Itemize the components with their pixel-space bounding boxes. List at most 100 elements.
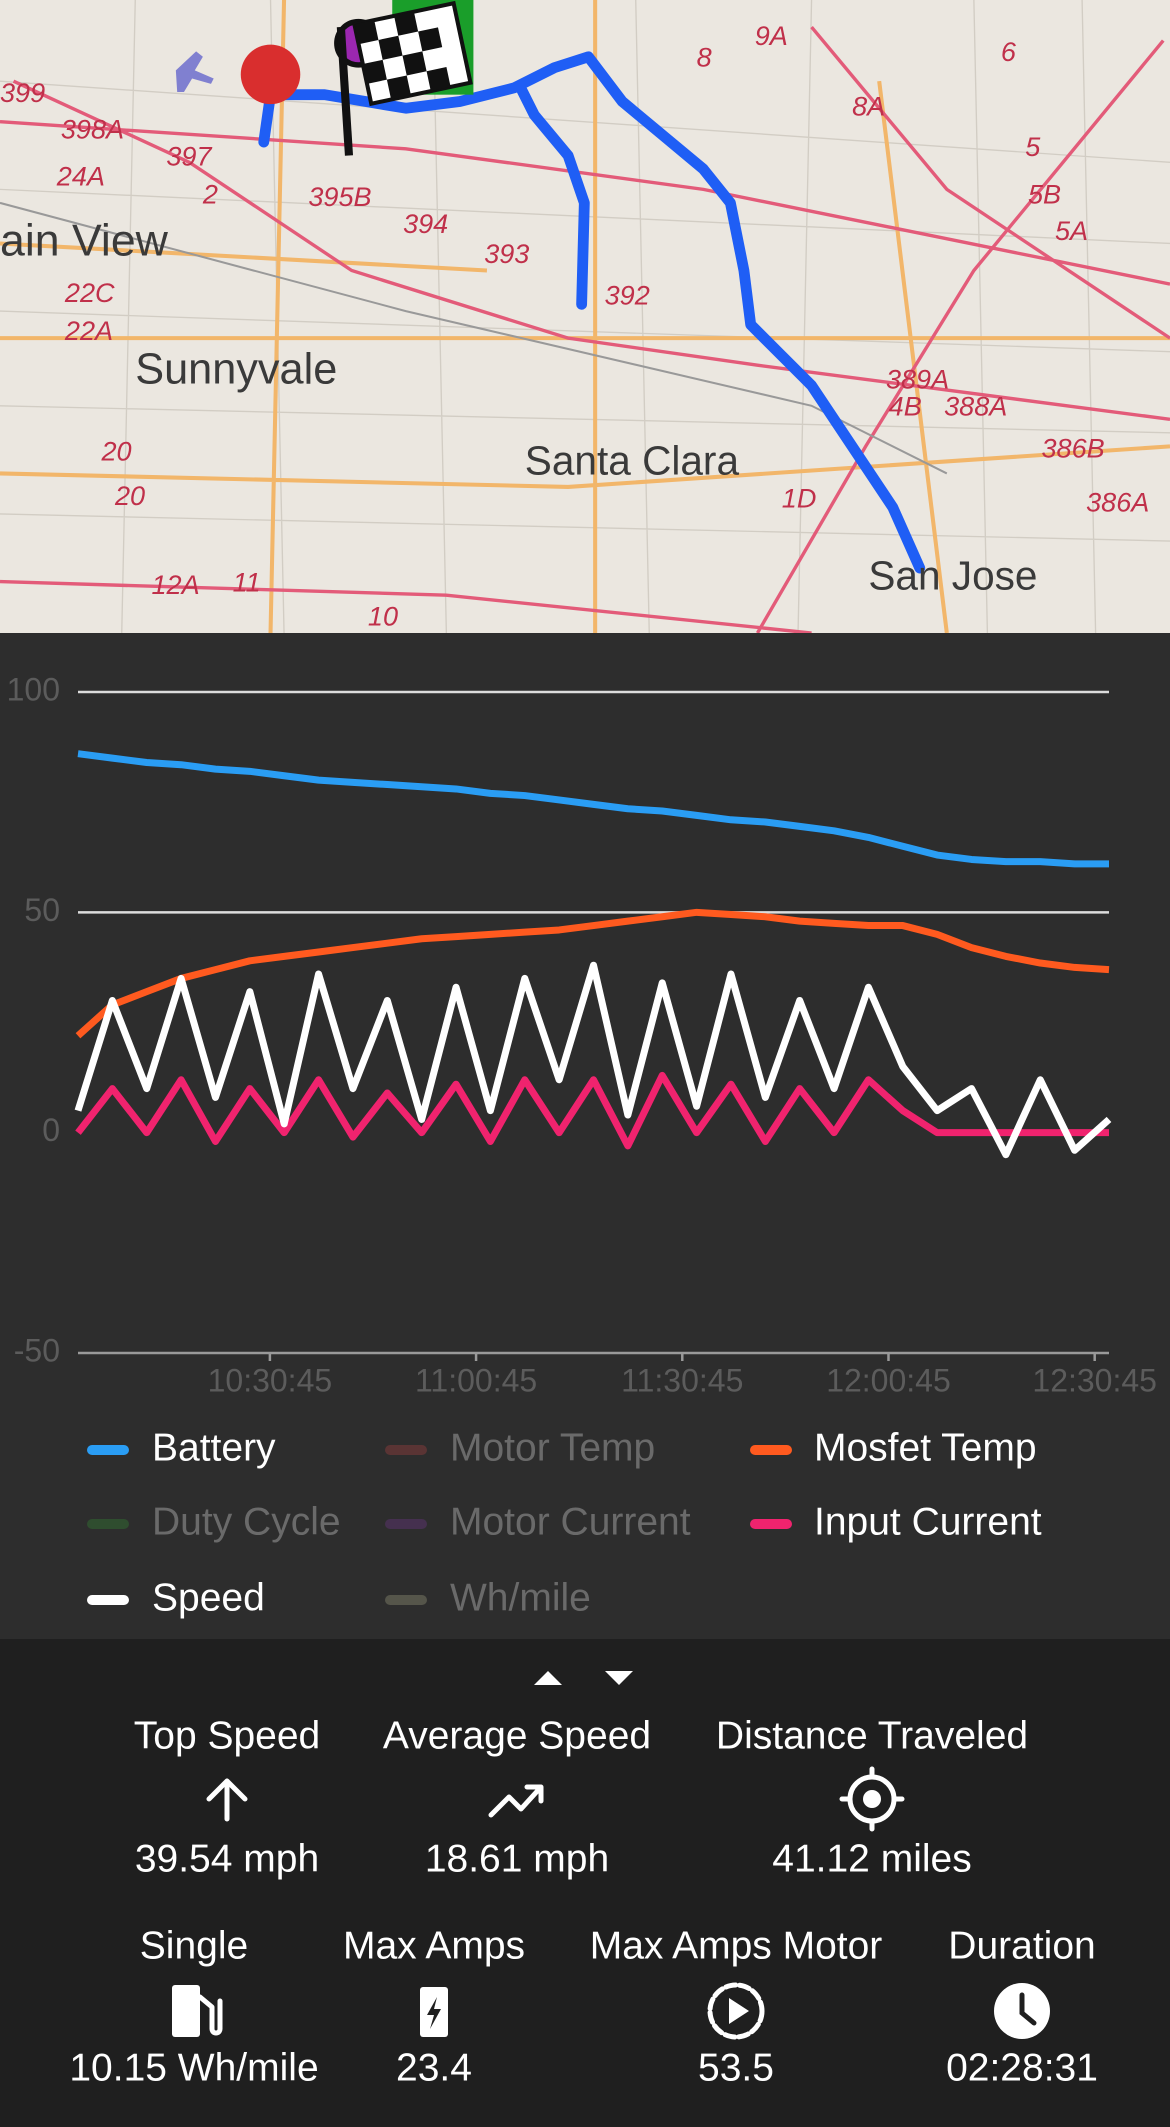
legend-label[interactable]: Wh/mile [450, 1576, 591, 1619]
rail [0, 201, 948, 475]
route-label: 386B [1042, 434, 1105, 464]
route-label: 386A [1086, 488, 1149, 518]
place-label: Santa Clara [525, 438, 740, 484]
dot [863, 1790, 881, 1808]
stat-value: 10.15 Wh/mile [69, 2046, 318, 2089]
route-label: 398A [61, 114, 124, 144]
stat-value: 53.5 [698, 2046, 774, 2089]
place-label: San Jose [868, 553, 1037, 599]
map-layer: ain View Sunnyvale Santa Clara San Jose 399 3… [0, 0, 1170, 635]
motor-icon [707, 1982, 765, 2040]
route-label: 22C [64, 278, 115, 308]
stat-value: 23.4 [396, 2046, 472, 2089]
stat-label: Max Amps Motor [590, 1924, 883, 1967]
route-label: 388A [944, 392, 1007, 422]
series-line [75, 1071, 1109, 1150]
stat-label: Average Speed [383, 1714, 651, 1757]
place-label: ain View [0, 216, 169, 265]
major-roads [0, 0, 1170, 634]
route-label: 10 [368, 601, 398, 631]
stat-value: 41.12 miles [772, 1837, 971, 1880]
avg-speed-icon [488, 1784, 544, 1818]
cross [839, 1766, 905, 1832]
map[interactable]: ain View Sunnyvale Santa Clara San Jose 399 3… [0, 0, 1170, 635]
stat-label: Duration [948, 1924, 1095, 1967]
route-label: 2 [202, 179, 218, 209]
legend-label[interactable]: Speed [152, 1576, 265, 1619]
route-label: 1D [782, 484, 817, 514]
legend-label[interactable]: Motor Current [450, 1500, 691, 1543]
x-tick-label: 11:30:45 [621, 1362, 743, 1398]
hose [197, 1994, 223, 2036]
x-tick-label: 12:00:45 [826, 1362, 951, 1398]
arrow-up [206, 1778, 248, 1822]
top-speed-icon [206, 1778, 248, 1822]
pump [172, 1985, 200, 2037]
airport-icon [175, 51, 214, 92]
route-label: 8A [852, 91, 885, 121]
x-tick-label: 11:00:45 [415, 1362, 537, 1398]
route-label: 8 [697, 43, 712, 73]
fuel-icon [172, 1985, 223, 2037]
place-label: Sunnyvale [135, 345, 337, 393]
expand-up[interactable] [534, 1671, 562, 1685]
distance-icon [839, 1766, 905, 1832]
bolt [427, 1997, 441, 2029]
map-background [0, 0, 1170, 633]
stat-value: 02:28:31 [946, 2046, 1098, 2089]
clock-icon [994, 1983, 1050, 2039]
x-tick-label: 12:30:45 [1032, 1362, 1157, 1398]
chart: -50 0 50 100 10:30:45 11:00:45 11:30:45 12:00:4… [7, 671, 1157, 1398]
finish-flag[interactable] [336, 0, 473, 156]
y-tick-label: 50 [24, 892, 60, 928]
route-label: 399 [0, 78, 45, 108]
route-label: 24A [56, 162, 105, 192]
hands [1019, 1992, 1037, 2026]
series-line [74, 961, 1112, 1159]
route-label: 5 [1025, 132, 1041, 162]
play [729, 1998, 749, 2024]
route-label: 20 [114, 481, 145, 511]
stats: Top Speed 39.54 mph Average Speed 18.61 mph… [69, 1671, 1098, 2089]
route-label: 389A [886, 365, 949, 395]
y-tick-label: 0 [42, 1112, 60, 1148]
route-label: 20 [100, 436, 131, 466]
highways [0, 25, 1170, 635]
stat-label: Single [140, 1924, 248, 1967]
route-label: 5B [1028, 179, 1061, 209]
stat-label: Max Amps [343, 1924, 525, 1967]
y-tick-label: -50 [14, 1332, 60, 1368]
route-label: 6 [1001, 37, 1017, 67]
battery-icon [420, 1987, 448, 2037]
legend[interactable]: Battery Motor Temp Mosfet Temp Duty Cycle Mo… [87, 1426, 1042, 1619]
legend-label[interactable]: Input Current [814, 1500, 1042, 1543]
start-marker[interactable] [240, 44, 301, 105]
route-label: 9A [755, 21, 788, 51]
y-tick-label: 100 [7, 671, 60, 707]
route-label: 12A [151, 570, 199, 600]
legend-label[interactable]: Motor Temp [450, 1426, 655, 1469]
stat-value: 39.54 mph [135, 1837, 319, 1880]
legend-label[interactable]: Battery [152, 1426, 276, 1469]
route-label: 394 [403, 209, 448, 239]
route-label: 397 [166, 141, 212, 171]
route-label: 11 [233, 567, 261, 597]
ring [707, 1982, 765, 2040]
series-line [77, 750, 1109, 868]
route-label: 5A [1055, 216, 1088, 246]
x-tick-label: 10:30:45 [208, 1362, 333, 1398]
route-label: 22A [64, 316, 113, 346]
route-label: 395B [308, 182, 371, 212]
stat-label: Distance Traveled [716, 1714, 1028, 1757]
series-line [75, 908, 1110, 1039]
legend-label[interactable]: Duty Cycle [152, 1500, 341, 1543]
trend [488, 1784, 544, 1818]
collapse-down[interactable] [605, 1671, 633, 1685]
stat-value: 18.61 mph [425, 1837, 609, 1880]
route-label: 393 [484, 239, 529, 269]
route-label: 392 [605, 281, 650, 311]
legend-label[interactable]: Mosfet Temp [814, 1426, 1037, 1469]
route-label: 4B [889, 392, 922, 422]
